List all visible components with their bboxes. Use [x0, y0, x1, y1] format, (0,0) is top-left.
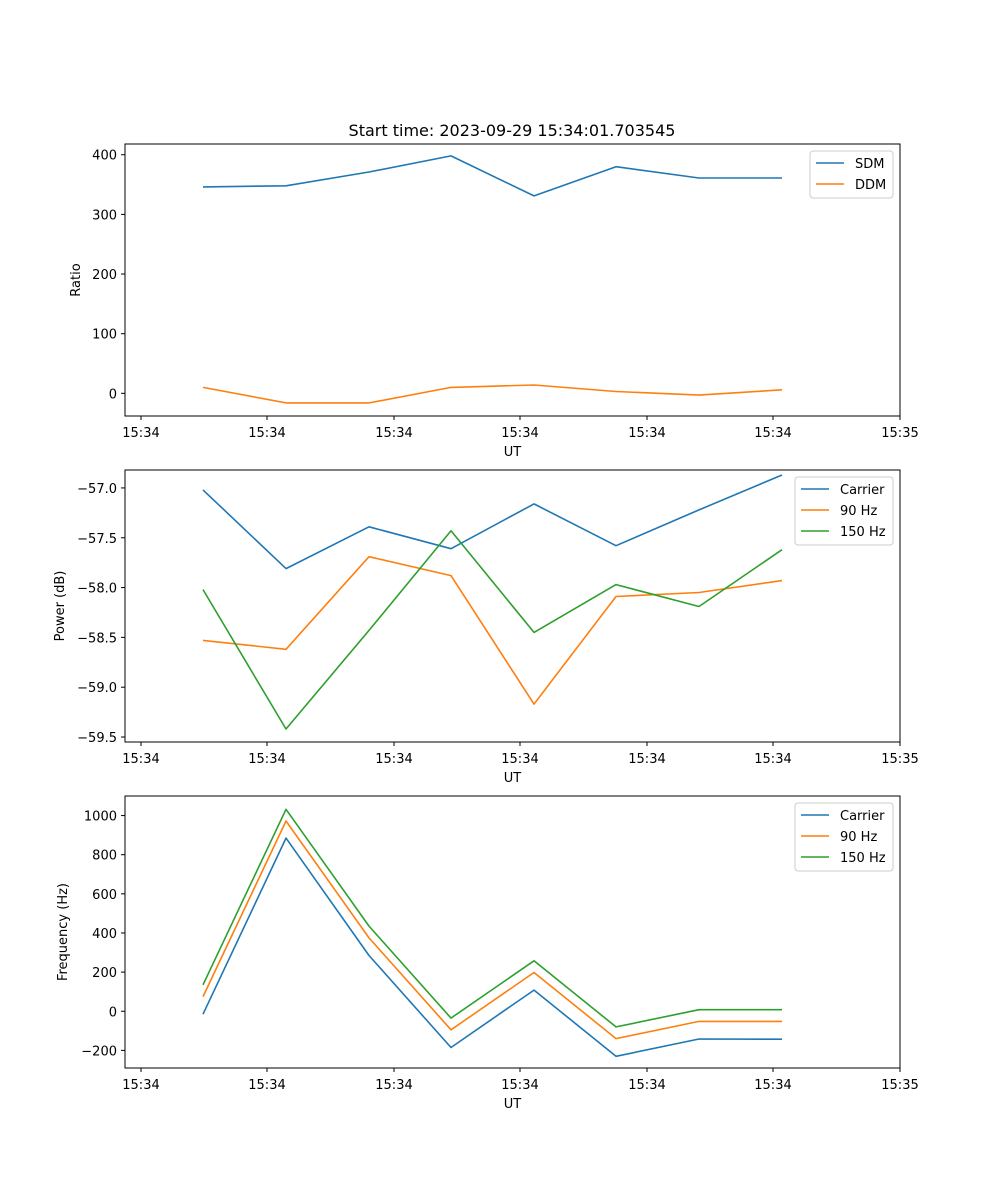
legend-label: SDM [855, 157, 884, 172]
x-tick-label: 15:34 [375, 1078, 412, 1093]
chart-panel-1: 15:34 15:34 15:34 15:34 15:34 15:34 15:35 0 100 2… [69, 143, 919, 460]
chart-panel-3: 15:34 15:34 15:34 15:34 15:34 15:34 15:35 −200 0… [56, 795, 919, 1112]
x-tick-label: 15:35 [881, 426, 918, 441]
x-tick-label: 15:35 [881, 1078, 918, 1093]
y-axis-label: Power (dB) [53, 571, 68, 642]
x-axis-label: UT [504, 445, 522, 460]
x-tick-label: 15:34 [122, 1078, 159, 1093]
x-tick-label: 15:34 [501, 1078, 538, 1093]
y-tick-label: 0 [109, 387, 117, 402]
x-tick-label: 15:34 [754, 752, 791, 767]
series-line-carrier [202, 837, 783, 1058]
y-tick-label: 0 [109, 1005, 117, 1020]
x-tick-label: 15:34 [501, 752, 538, 767]
y-tick-label: 1000 [84, 810, 117, 825]
y-tick-label: −58.0 [77, 582, 117, 597]
legend-label: DDM [855, 178, 886, 193]
y-tick-label: −59.5 [77, 731, 117, 746]
series-line-90-hz [202, 820, 782, 1040]
y-tick-label: 100 [92, 328, 117, 343]
x-axis-label: UT [504, 1097, 522, 1112]
y-tick-label: 400 [92, 149, 117, 164]
legend-label: 150 Hz [840, 851, 886, 866]
x-tick-label: 15:34 [754, 426, 791, 441]
y-axis-label: Frequency (Hz) [56, 883, 71, 981]
series-line-ddm [202, 384, 783, 404]
x-tick-label: 15:34 [375, 752, 412, 767]
chart-panel-2: 15:34 15:34 15:34 15:34 15:34 15:34 15:35 −57.0… [53, 469, 919, 786]
y-tick-label: 200 [92, 268, 117, 283]
legend: Carrier 90 Hz 150 Hz [794, 476, 894, 546]
legend-label: Carrier [840, 809, 885, 824]
legend: SDM DDM [809, 150, 894, 199]
x-tick-label: 15:34 [375, 426, 412, 441]
y-tick-label: 400 [92, 927, 117, 942]
x-tick-label: 15:34 [501, 426, 538, 441]
x-tick-label: 15:35 [881, 752, 918, 767]
series-line-150-hz [202, 808, 782, 1028]
y-tick-label: −59.0 [77, 681, 117, 696]
series-line-carrier [202, 474, 783, 570]
legend-box [794, 476, 894, 546]
legend: Carrier 90 Hz 150 Hz [794, 802, 894, 872]
y-tick-label: −58.5 [77, 631, 117, 646]
x-tick-label: 15:34 [122, 426, 159, 441]
legend-box [794, 802, 894, 872]
plot-frame [124, 795, 901, 1069]
x-tick-label: 15:34 [248, 426, 285, 441]
legend-label: 150 Hz [840, 525, 886, 540]
x-tick-label: 15:34 [248, 1078, 285, 1093]
x-tick-label: 15:34 [628, 752, 665, 767]
x-axis-label: UT [504, 771, 522, 786]
y-axis-label: Ratio [69, 263, 84, 296]
series-line-90-hz [202, 555, 783, 705]
x-tick-label: 15:34 [122, 752, 159, 767]
legend-label: 90 Hz [840, 830, 877, 845]
legend-label: 90 Hz [840, 504, 877, 519]
series-line-sdm [202, 155, 782, 197]
x-tick-label: 15:34 [628, 1078, 665, 1093]
x-tick-label: 15:34 [754, 1078, 791, 1093]
y-tick-label: −57.0 [77, 482, 117, 497]
y-tick-label: −57.5 [77, 532, 117, 547]
y-tick-label: −200 [81, 1044, 117, 1059]
plot-frame [124, 143, 901, 417]
x-tick-label: 15:34 [628, 426, 665, 441]
y-tick-label: 800 [92, 849, 117, 864]
series-line-150-hz [202, 529, 783, 730]
y-tick-label: 200 [92, 966, 117, 981]
x-tick-label: 15:34 [248, 752, 285, 767]
y-tick-label: 300 [92, 208, 117, 223]
legend-label: Carrier [840, 483, 885, 498]
y-tick-label: 600 [92, 888, 117, 903]
chart-title: Start time: 2023-09-29 15:34:01.703545 [349, 121, 676, 140]
